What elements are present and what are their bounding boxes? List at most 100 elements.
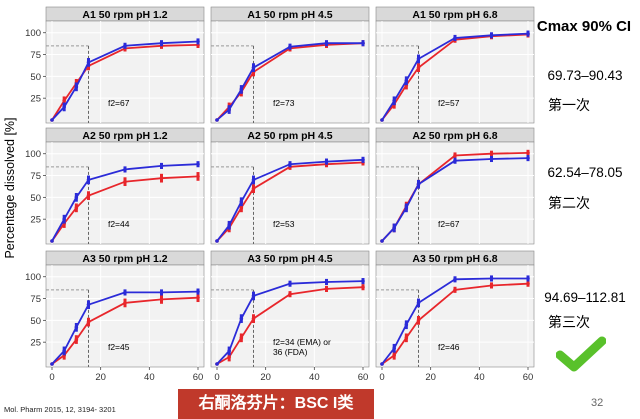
x-tick-label: 40	[144, 372, 155, 383]
data-point	[453, 158, 457, 163]
data-point	[215, 118, 219, 122]
x-tick-label: 60	[523, 372, 534, 383]
panel-title: A1 50 rpm pH 4.5	[247, 9, 332, 21]
data-point	[86, 302, 91, 307]
data-point	[489, 157, 494, 161]
data-point	[288, 281, 292, 286]
y-tick-label: 50	[30, 316, 41, 327]
y-tick-label: 50	[30, 193, 41, 204]
y-tick-label: 100	[25, 149, 41, 160]
data-point	[215, 362, 219, 366]
data-point	[239, 316, 244, 321]
f2-annotation-line: f2=45	[108, 342, 130, 352]
data-point	[404, 336, 409, 340]
chart-panel-6: A2 50 rpm pH 6.8 f2=67	[375, 127, 535, 245]
data-point	[416, 301, 421, 305]
data-point	[380, 362, 384, 366]
f2-annotation-line: f2=57	[438, 98, 460, 108]
data-point	[361, 158, 365, 162]
f2-annotation-line: f2=34 (EMA) or	[273, 337, 331, 347]
data-point	[251, 65, 256, 70]
data-point	[526, 31, 530, 36]
data-point	[526, 276, 530, 281]
data-point	[50, 239, 54, 243]
data-point	[74, 195, 79, 200]
data-point	[380, 239, 384, 243]
data-point	[251, 316, 256, 321]
y-tick-label: 75	[30, 171, 41, 182]
ci-rank-2: 第二次	[548, 195, 590, 211]
y-tick-label: 50	[30, 72, 41, 83]
panel-title: A1 50 rpm pH 6.8	[412, 9, 497, 21]
y-tick-label: 25	[30, 94, 41, 105]
data-point	[416, 318, 421, 323]
data-point	[74, 85, 79, 89]
data-point	[380, 118, 384, 122]
data-point	[526, 151, 530, 155]
x-tick-label: 60	[193, 372, 204, 383]
y-tick-label: 100	[25, 272, 41, 283]
panel-plot-area	[210, 20, 370, 124]
f2-annotation-line: f2=67	[108, 98, 130, 108]
x-tick-label: 40	[474, 372, 485, 383]
data-point	[123, 301, 127, 305]
data-point	[239, 87, 244, 92]
x-tick-label: 20	[95, 372, 106, 383]
data-point	[123, 167, 127, 172]
data-point	[392, 346, 396, 351]
data-point	[392, 226, 396, 230]
chart-panel-2: A1 50 rpm pH 4.5 f2=73	[210, 6, 370, 124]
data-point	[361, 285, 365, 290]
data-point	[324, 280, 329, 284]
data-point	[526, 281, 530, 286]
f2-annotation: f2=45	[108, 342, 130, 352]
data-point	[196, 39, 200, 44]
data-point	[404, 322, 409, 327]
data-point	[404, 206, 409, 210]
citation: Mol. Pharm 2015, 12, 3194- 3201	[4, 405, 116, 414]
y-tick-label: 75	[30, 50, 41, 61]
data-point	[404, 78, 409, 83]
x-tick-label: 0	[214, 372, 219, 383]
data-point	[526, 156, 530, 160]
f2-annotation-line: f2=73	[273, 98, 295, 108]
data-point	[489, 276, 494, 281]
y-tick-label: 25	[30, 215, 41, 226]
chart-panel-7: A3 50 rpm pH 1.2 25 50 75 100 0 20 40 60 f2=45	[25, 250, 205, 383]
chart-panel-9: A3 50 rpm pH 6.8 0 20 40 60 f2=46	[375, 250, 535, 383]
panel-plot-area	[45, 20, 205, 124]
data-point	[453, 288, 457, 292]
data-point	[392, 99, 396, 103]
data-point	[416, 65, 421, 70]
data-point	[74, 206, 79, 210]
data-point	[227, 223, 231, 228]
data-point	[196, 295, 200, 300]
panel-plot-area	[45, 264, 205, 368]
data-point	[239, 199, 244, 204]
data-point	[62, 217, 66, 221]
data-point	[288, 44, 292, 49]
data-point	[123, 44, 127, 48]
f2-annotation-line: f2=44	[108, 219, 130, 229]
f2-annotation: f2=46	[438, 342, 460, 352]
f2-annotation: f2=44	[108, 219, 130, 229]
ci-value-2: 62.54–78.05	[547, 165, 623, 180]
y-tick-label: 75	[30, 294, 41, 305]
data-point	[74, 337, 79, 342]
data-point	[361, 41, 365, 45]
panel-title: A2 50 rpm pH 4.5	[247, 130, 332, 142]
f2-annotation-line: f2=53	[273, 219, 295, 229]
data-point	[239, 206, 244, 210]
page-number: 32	[591, 397, 604, 409]
data-point	[62, 349, 66, 353]
panel-plot-area	[45, 141, 205, 245]
data-point	[50, 118, 54, 122]
data-point	[416, 182, 421, 187]
ci-value-1: 69.73–90.43	[547, 68, 623, 83]
data-point	[288, 162, 292, 166]
data-point	[489, 283, 494, 288]
data-point	[288, 292, 292, 296]
data-point	[361, 279, 365, 283]
data-point	[324, 159, 329, 164]
data-point	[86, 178, 91, 182]
